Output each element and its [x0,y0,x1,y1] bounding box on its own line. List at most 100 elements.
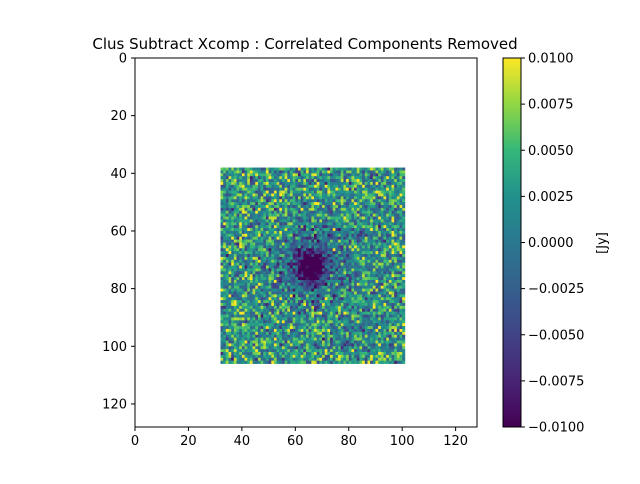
heatmap-cell [220,193,224,197]
heatmap-cell [287,274,291,278]
heatmap-cell [268,294,272,298]
heatmap-cell [231,357,235,362]
heatmap-cell [268,334,272,338]
heatmap-cell [388,236,392,240]
heatmap-cell [306,239,310,243]
heatmap-cell [284,314,288,318]
heatmap-cell [231,352,235,356]
heatmap-cell [346,331,350,336]
heatmap-cell [332,354,336,359]
heatmap-cell [300,303,304,307]
heatmap-cell [257,254,261,258]
heatmap-cell [372,248,376,252]
heatmap-cell [378,259,382,264]
heatmap-cell [356,187,360,191]
heatmap-cell [394,236,398,240]
heatmap-cell [319,314,323,318]
heatmap-cell [255,262,259,266]
heatmap-cell [375,328,379,333]
heatmap-cell [391,176,395,180]
heatmap-cell [343,216,347,220]
heatmap-cell [287,170,291,174]
heatmap-cell [306,360,310,364]
heatmap-cell [271,187,275,191]
heatmap-cell [386,225,390,229]
heatmap-cell [388,242,392,246]
heatmap-cell [335,187,339,191]
heatmap-cell [396,259,400,264]
heatmap-cell [396,167,400,171]
heatmap-cell [271,277,275,281]
heatmap-cell [281,277,285,281]
heatmap-cell [314,187,318,191]
heatmap-cell [378,210,382,215]
heatmap-cell [284,179,288,183]
heatmap-cell [322,360,326,364]
chart-title: Clus Subtract Xcomp : Correlated Compone… [92,35,517,53]
heatmap-cell [399,317,403,321]
heatmap-cell [343,343,347,347]
heatmap-cell [314,210,318,215]
heatmap-cell [335,196,339,200]
heatmap-cell [297,230,301,235]
heatmap-cell [273,193,277,197]
heatmap-cell [378,277,382,281]
heatmap-cell [391,268,395,272]
heatmap-cell [292,337,296,341]
heatmap-cell [308,331,312,336]
heatmap-cell [273,222,277,226]
heatmap-cell [297,256,301,261]
heatmap-cell [362,176,366,180]
heatmap-cell [367,233,371,238]
heatmap-cell [386,317,390,321]
heatmap-cell [340,357,344,362]
heatmap-cell [399,337,403,341]
heatmap-cell [281,308,285,313]
heatmap-cell [375,239,379,243]
heatmap-cell [281,331,285,336]
heatmap-cell [276,305,280,310]
heatmap-cell [340,268,344,272]
heatmap-cell [236,297,240,301]
heatmap-cell [340,303,344,307]
heatmap-cell [228,305,232,310]
heatmap-cell [391,311,395,315]
heatmap-cell [394,202,398,206]
heatmap-cell [295,337,299,341]
heatmap-cell [356,360,360,364]
heatmap-cell [228,199,232,203]
heatmap-cell [252,170,256,174]
heatmap-cell [340,360,344,364]
heatmap-cell [335,308,339,313]
heatmap-cell [314,213,318,217]
heatmap-cell [263,271,267,275]
heatmap-cell [247,256,251,261]
heatmap-cell [268,352,272,356]
heatmap-cell [316,300,320,304]
heatmap-cell [335,179,339,183]
heatmap-cell [287,328,291,333]
heatmap-cell [324,291,328,295]
heatmap-cell [348,230,352,235]
heatmap-cell [316,213,320,217]
heatmap-cell [297,320,301,324]
heatmap-cell [287,239,291,243]
heatmap-cell [359,328,363,333]
heatmap-cell [244,308,248,313]
heatmap-cell [348,320,352,324]
heatmap-cell [223,265,227,269]
heatmap-cell [289,239,293,243]
heatmap-cell [252,202,256,206]
heatmap-cell [265,314,269,318]
heatmap-cell [399,199,403,203]
heatmap-cell [284,254,288,258]
heatmap-cell [228,268,232,272]
heatmap-cell [380,346,384,350]
heatmap-cell [306,268,310,272]
heatmap-cell [324,323,328,327]
heatmap-cell [399,210,403,215]
heatmap-cell [394,259,398,264]
heatmap-cell [239,254,243,258]
heatmap-cell [330,334,334,338]
heatmap-cell [327,305,331,310]
